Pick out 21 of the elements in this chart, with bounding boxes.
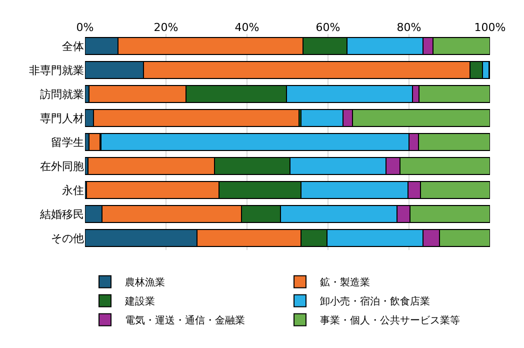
y-tick-label: 結婚移民 bbox=[39, 208, 84, 221]
legend-label: 卸小売・宿泊・飲食店業 bbox=[320, 296, 430, 308]
x-tick-label: 100% bbox=[474, 20, 506, 34]
legend-label: 事業・個人・公共サービス業等 bbox=[320, 314, 460, 327]
y-tick-label: 永住 bbox=[62, 184, 84, 197]
y-tick-label: 専門人材 bbox=[40, 112, 84, 125]
y-tick-label: その他 bbox=[51, 232, 84, 245]
x-tick-label: 20% bbox=[154, 20, 178, 34]
y-tick-label: 訪問就業 bbox=[40, 88, 84, 101]
legend-label: 農林漁業 bbox=[125, 276, 165, 289]
legend-label: 電気・運送・通信・金融業 bbox=[125, 314, 245, 327]
y-tick-label: 在外同胞 bbox=[40, 160, 84, 173]
y-tick-label: 全体 bbox=[62, 40, 84, 53]
y-tick-label: 非専門就業 bbox=[29, 64, 84, 77]
legend-label: 建設業 bbox=[124, 296, 155, 308]
x-tick-label: 40% bbox=[234, 20, 260, 34]
y-tick-label: 留学生 bbox=[51, 136, 84, 149]
x-tick-label: 60% bbox=[316, 20, 340, 34]
x-tick-label: 80% bbox=[396, 20, 422, 34]
x-tick-label: 0% bbox=[76, 20, 94, 34]
legend-label: 鉱・製造業 bbox=[320, 276, 370, 289]
